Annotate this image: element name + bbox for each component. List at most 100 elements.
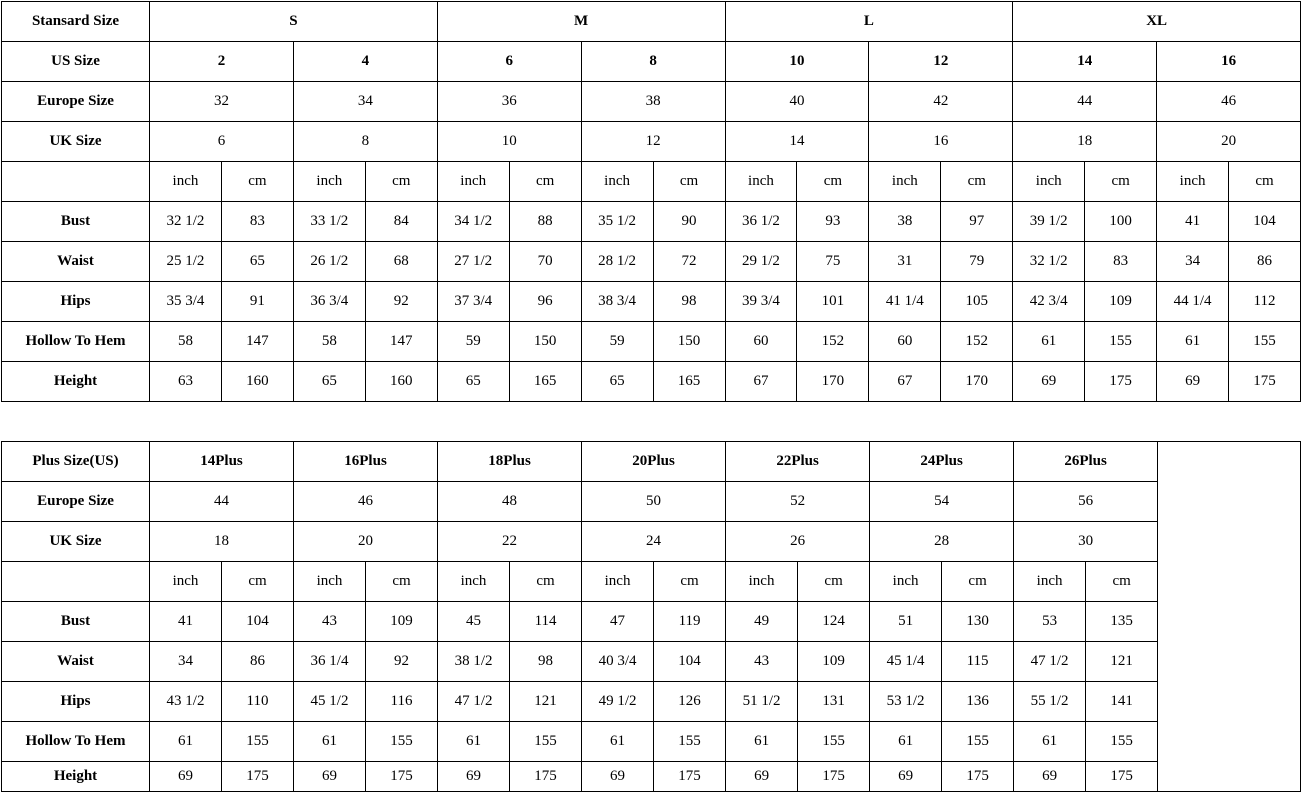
value-cell: 39 1/2 [1012,201,1086,242]
unit-cell: cm [364,161,438,202]
value-cell: 75 [796,241,870,282]
value-cell: 37 3/4 [436,281,510,322]
row-label: Stansard Size [1,1,150,42]
value-cell: 61 [437,721,511,762]
header-cell: S [149,1,438,42]
value-cell: 26 1/2 [292,241,366,282]
unit-cell: cm [1228,161,1301,202]
table-row: Height 69 175 69 175 69 175 69 175 69 175 69 175 69 17… [1,761,1301,792]
header-cell: 30 [1013,521,1159,562]
unit-cell: inch [580,161,654,202]
header-cell: 20Plus [581,441,727,482]
value-cell: 61 [1013,721,1087,762]
value-cell: 61 [725,721,799,762]
value-cell: 150 [652,321,726,362]
table-row: Hips 35 3/4 91 36 3/4 92 37 3/4 96 38 3/4 98 39 3… [1,281,1301,322]
value-cell: 61 [149,721,222,762]
value-cell: 170 [796,361,870,402]
header-cell: M [436,1,726,42]
value-cell: 91 [220,281,294,322]
value-cell: 84 [364,201,438,242]
value-cell: 35 3/4 [149,281,222,322]
standard-size-table: Stansard Size S M L XL US Size 2 4 6 8 10 12 14 16 Eur… [1,1,1301,402]
value-cell: 79 [940,241,1014,282]
value-cell: 105 [940,281,1014,322]
value-cell: 69 [1013,761,1087,792]
header-cell: 22 [437,521,583,562]
value-cell: 65 [436,361,510,402]
value-cell: 41 1/4 [868,281,942,322]
plus-size-table: Plus Size(US) 14Plus 16Plus 18Plus 20Plus 22P… [1,441,1301,792]
value-cell: 124 [797,601,871,642]
value-cell: 109 [365,601,439,642]
row-label: Europe Size [1,481,150,522]
value-cell: 61 [1156,321,1230,362]
value-cell: 53 [1013,601,1087,642]
value-cell: 100 [1084,201,1158,242]
value-cell: 69 [293,761,367,792]
header-cell: 6 [436,41,582,82]
header-cell: 8 [292,121,438,162]
value-cell: 175 [220,761,295,792]
value-cell: 86 [1228,241,1301,282]
table-row: Waist 25 1/2 65 26 1/2 68 27 1/2 70 28 1/2 72 29 … [1,241,1301,282]
value-cell: 98 [652,281,726,322]
header-cell: 24Plus [869,441,1015,482]
table-row: Stansard Size S M L XL [1,1,1301,42]
header-cell: 48 [437,481,583,522]
value-cell: 47 1/2 [1013,641,1087,682]
value-cell: 60 [868,321,942,362]
table-row: Hollow To Hem 61 155 61 155 61 155 61 155 61 155 61… [1,721,1301,762]
value-cell: 175 [365,761,439,792]
header-cell: 46 [1156,81,1301,122]
value-cell: 69 [1156,361,1230,402]
value-cell: 131 [797,681,871,722]
value-cell: 31 [868,241,942,282]
header-cell: 16 [868,121,1014,162]
value-cell: 25 1/2 [149,241,222,282]
value-cell: 58 [149,321,222,362]
value-cell: 72 [652,241,726,282]
header-cell: 18Plus [437,441,583,482]
value-cell: 83 [220,201,294,242]
value-cell: 116 [365,681,439,722]
header-cell: 26Plus [1013,441,1159,482]
table-row: Bust 32 1/2 83 33 1/2 84 34 1/2 88 35 1/2 90 36 1… [1,201,1301,242]
unit-cell: inch [149,161,222,202]
value-cell: 36 1/2 [724,201,798,242]
header-cell: 42 [868,81,1014,122]
table-row: inch cm inch cm inch cm inch cm inch cm inch cm inch… [1,161,1301,202]
blank-spacer-cell [1157,441,1301,792]
value-cell: 152 [940,321,1014,362]
row-label: Hollow To Hem [1,321,150,362]
row-label: Europe Size [1,81,150,122]
value-cell: 47 [581,601,655,642]
unit-cell: inch [581,561,655,602]
header-cell: 18 [148,521,295,562]
value-cell: 44 1/4 [1156,281,1230,322]
unit-cell: inch [1013,561,1087,602]
header-cell: 26 [725,521,871,562]
value-cell: 92 [364,281,438,322]
value-cell: 38 [868,201,942,242]
value-cell: 34 1/2 [436,201,510,242]
value-cell: 33 1/2 [292,201,366,242]
value-cell: 104 [653,641,727,682]
value-cell: 104 [1228,201,1301,242]
row-label [1,561,150,602]
value-cell: 39 3/4 [724,281,798,322]
header-cell: 50 [581,481,727,522]
table-gap [0,402,1302,441]
value-cell: 45 1/4 [869,641,943,682]
unit-cell: cm [1085,561,1159,602]
value-cell: 90 [652,201,726,242]
value-cell: 34 [149,641,222,682]
value-cell: 136 [941,681,1015,722]
unit-cell: cm [220,561,295,602]
value-cell: 61 [869,721,943,762]
header-cell: 6 [149,121,294,162]
value-cell: 170 [940,361,1014,402]
table-row: Waist 34 86 36 1/4 92 38 1/2 98 40 3/4 104 43 109 4… [1,641,1301,682]
value-cell: 155 [797,721,871,762]
header-cell: L [724,1,1014,42]
